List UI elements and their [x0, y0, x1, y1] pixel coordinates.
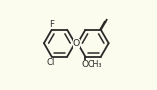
Text: Cl: Cl	[47, 58, 55, 67]
Text: CH₃: CH₃	[88, 60, 102, 69]
Text: O: O	[82, 60, 89, 69]
Text: F: F	[49, 20, 54, 29]
Text: O: O	[73, 39, 80, 48]
